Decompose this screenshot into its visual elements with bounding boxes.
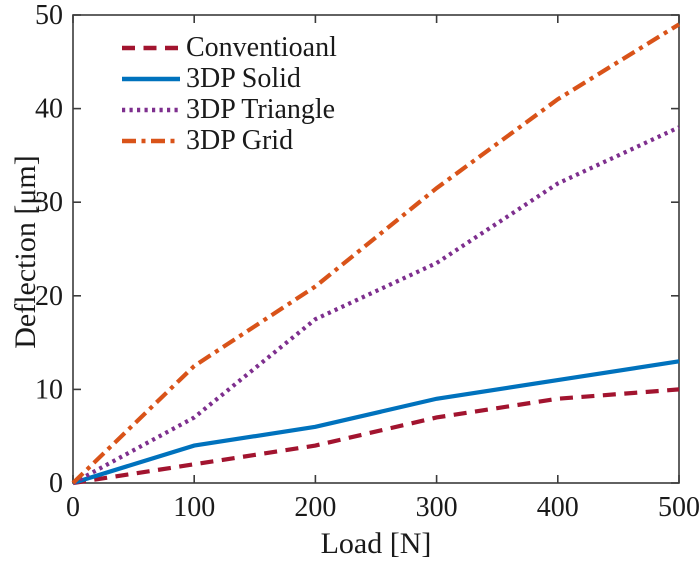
x-axis-label: Load [N] — [320, 527, 432, 560]
y-tick-label: 0 — [49, 468, 63, 499]
axes-box — [72, 14, 680, 484]
y-axis-label: Deflection [μm] — [9, 155, 42, 349]
x-tick-label: 0 — [66, 492, 80, 523]
legend-line-sample-3dp-triangle — [122, 107, 180, 112]
legend-label-3dp-triangle: 3DP Triangle — [186, 93, 336, 125]
x-tick-label: 100 — [173, 492, 215, 523]
legend-label-3dp-grid: 3DP Grid — [186, 124, 294, 156]
y-tick-label: 20 — [35, 281, 63, 312]
y-tick-label: 30 — [35, 187, 63, 218]
legend-item-3dp-solid: 3DP Solid — [122, 63, 337, 94]
legend-item-3dp-triangle: 3DP Triangle — [122, 94, 337, 125]
y-tick-label: 50 — [35, 0, 63, 31]
y-tick-label: 40 — [35, 94, 63, 125]
series-line-conventioanl — [72, 387, 680, 486]
legend-line-sample-conventioanl — [122, 45, 180, 50]
series-line-3dp-grid — [71, 22, 681, 485]
legend-item-conventioanl: Conventioanl — [122, 32, 337, 63]
y-tick-label: 10 — [35, 374, 63, 405]
legend-line-sample-3dp-grid — [122, 138, 180, 143]
series-line-3dp-solid — [72, 359, 680, 486]
legend-item-3dp-grid: 3DP Grid — [122, 125, 337, 156]
x-tick-label: 400 — [537, 492, 579, 523]
x-tick-label: 200 — [294, 492, 336, 523]
legend-line-sample-3dp-solid — [122, 76, 180, 81]
legend-label-conventioanl: Conventioanl — [186, 31, 337, 63]
legend-label-3dp-solid: 3DP Solid — [186, 62, 301, 94]
x-tick-label: 300 — [416, 492, 458, 523]
series-line-3dp-triangle — [72, 125, 680, 485]
x-tick-label: 500 — [658, 492, 700, 523]
legend: Conventioanl 3DP Solid 3DP Triangle 3DP … — [122, 32, 337, 156]
